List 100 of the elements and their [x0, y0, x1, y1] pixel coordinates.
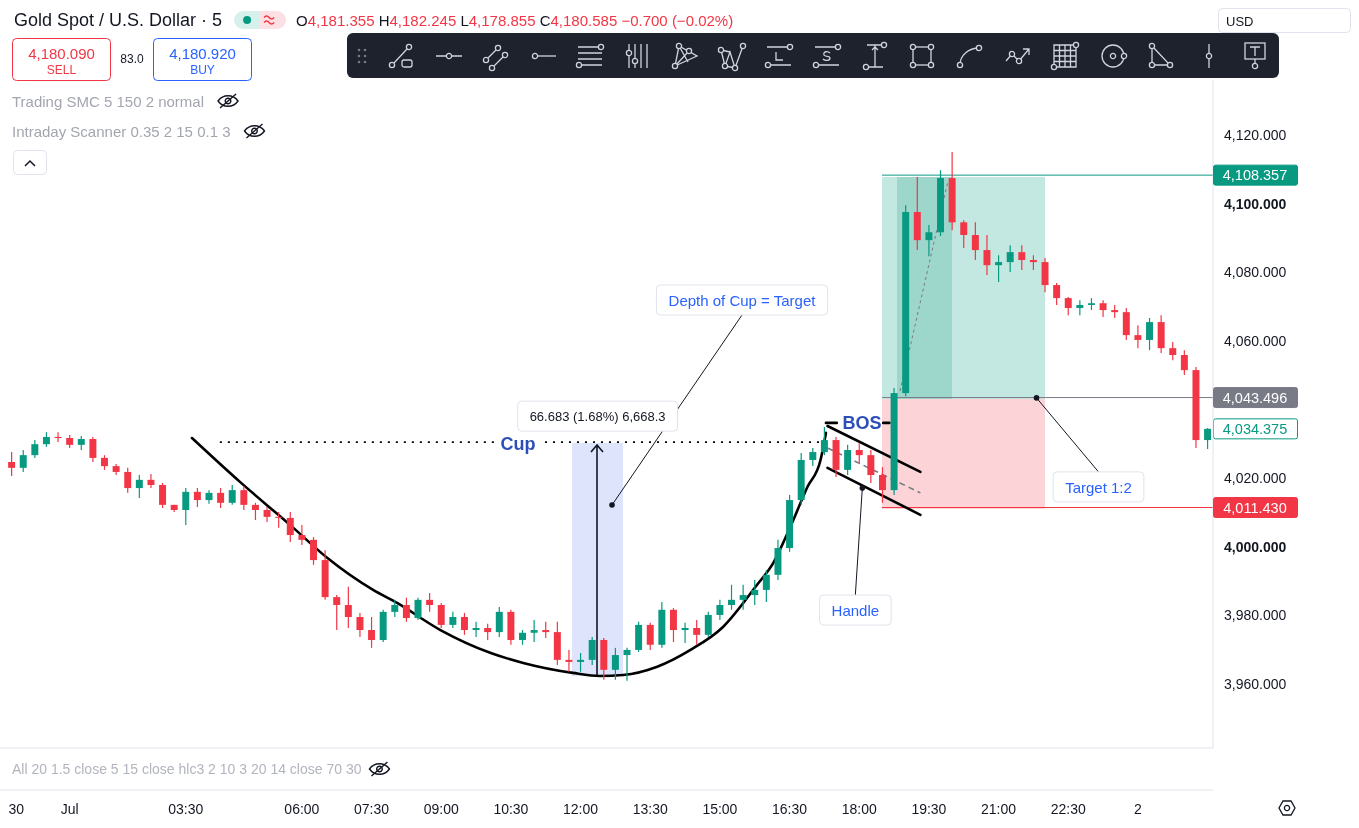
text: All 20 1.5 close 5 15 close hlc3 2 10 3 20 14 close 70 30 — [12, 761, 362, 777]
candlestick — [925, 224, 933, 257]
candlestick — [611, 647, 619, 681]
candlestick — [809, 447, 817, 467]
candlestick — [693, 619, 701, 646]
x-tick-label: 10:30 — [493, 801, 529, 817]
candlestick — [8, 451, 16, 477]
candlestick — [19, 449, 27, 473]
y-tick-label: 3,960.000 — [1224, 675, 1287, 692]
candlestick — [182, 487, 190, 526]
candlestick — [402, 597, 410, 623]
candlestick — [89, 436, 97, 463]
x-tick-label: 12:00 — [563, 801, 599, 817]
x-tick-label: 2 — [1134, 801, 1143, 817]
y-tick-label: 4,000.000 — [1224, 538, 1287, 555]
candlestick — [135, 474, 143, 499]
candlestick — [159, 482, 167, 509]
candlestick — [1041, 257, 1049, 293]
x-tick-label: 18:00 — [841, 801, 877, 817]
x-tick-label: 22:30 — [1050, 801, 1086, 817]
candlestick — [1053, 282, 1061, 306]
x-tick-label: 03:30 — [168, 801, 204, 817]
candlestick — [286, 511, 294, 543]
x-tick-label: 06:00 — [284, 801, 320, 817]
annotation: Target 1:2 — [1065, 478, 1132, 496]
candlestick — [310, 536, 317, 566]
candlestick — [460, 612, 468, 636]
candlestick — [1018, 244, 1026, 271]
annotation: 4,034.375 — [1222, 420, 1288, 437]
annotation: BOS — [842, 413, 882, 433]
candlestick — [368, 616, 376, 649]
candlestick — [878, 466, 886, 504]
y-tick-label: 4,100.000 — [1224, 195, 1287, 212]
y-tick-label: 4,060.000 — [1224, 332, 1287, 349]
x-tick-label: 21:00 — [981, 801, 1017, 817]
y-tick-label: 3,980.000 — [1224, 607, 1287, 624]
candlestick — [983, 234, 991, 276]
candlestick — [867, 449, 875, 484]
y-tick-label: 4,020.000 — [1224, 470, 1287, 487]
ref-line-label: 4,043.496 — [1222, 389, 1288, 406]
x-tick-label: 07:30 — [354, 801, 390, 817]
candlestick — [147, 473, 155, 489]
candlestick — [298, 524, 306, 546]
candlestick — [820, 426, 828, 456]
x-tick-label: Jul — [60, 801, 79, 817]
candlestick — [577, 652, 585, 673]
candlestick — [995, 254, 1003, 283]
chart-title: Gold Spot / U.S. Dollar · 5 — [14, 10, 223, 30]
candlestick — [751, 579, 759, 606]
candlestick — [426, 592, 434, 613]
ref-line-label: 4,011.430 — [1223, 499, 1287, 516]
y-tick-label: 4,080.000 — [1224, 264, 1287, 281]
x-tick-label: 15:00 — [702, 801, 738, 817]
annotation: Depth of Cup = Target — [668, 291, 817, 309]
candlestick — [344, 586, 352, 629]
candlestick — [193, 487, 201, 508]
candlestick — [54, 431, 62, 443]
currency-select: USD — [1218, 8, 1351, 33]
candlestick — [646, 622, 654, 651]
candlestick — [495, 606, 503, 638]
x-tick-label: 09:00 — [423, 801, 459, 817]
candlestick — [356, 612, 364, 638]
candlestick — [217, 487, 225, 509]
buy-button: 4,180.920 BUY — [153, 38, 252, 81]
candlestick — [716, 599, 724, 621]
candlestick — [1180, 349, 1188, 376]
candlestick — [762, 569, 770, 603]
candlestick — [333, 594, 341, 631]
candlestick — [960, 219, 968, 249]
candlestick — [1122, 307, 1130, 341]
candlestick — [728, 584, 735, 611]
candlestick — [844, 444, 852, 476]
candlestick — [971, 221, 979, 261]
annotation: Handle — [831, 601, 880, 619]
candlestick — [240, 485, 248, 511]
text: O4,181.355 H4,182.245 L4,178.855 C4,180.585 −0.700 (−0.02%) — [296, 11, 734, 29]
candlestick — [739, 584, 747, 611]
candlestick — [669, 607, 677, 643]
x-tick-label: 19:30 — [911, 801, 947, 817]
candlestick — [1146, 317, 1154, 351]
candlestick — [565, 649, 573, 673]
candlestick — [530, 619, 538, 643]
candlestick — [472, 621, 480, 638]
text: 83.0 — [120, 52, 144, 66]
ref-line-label: 4,108.357 — [1222, 167, 1288, 184]
candlestick — [1204, 427, 1212, 450]
candlestick — [1064, 296, 1072, 316]
candlestick — [1006, 244, 1014, 273]
candlestick — [228, 484, 236, 506]
annotation: 66.683 (1.68%) 6,668.3 — [529, 408, 666, 424]
x-tick-label: 30 — [8, 801, 25, 817]
x-tick-label: 16:30 — [772, 801, 808, 817]
candlestick — [704, 611, 712, 638]
candlestick — [437, 602, 445, 629]
annotation: Trading SMC 5 150 2 normal — [12, 92, 205, 110]
sell-button: 4,180.090 SELL — [12, 38, 111, 81]
candlestick — [1099, 299, 1107, 318]
candlestick — [1169, 341, 1177, 361]
y-tick-label: 4,120.000 — [1224, 127, 1287, 144]
candlestick — [1134, 324, 1142, 349]
